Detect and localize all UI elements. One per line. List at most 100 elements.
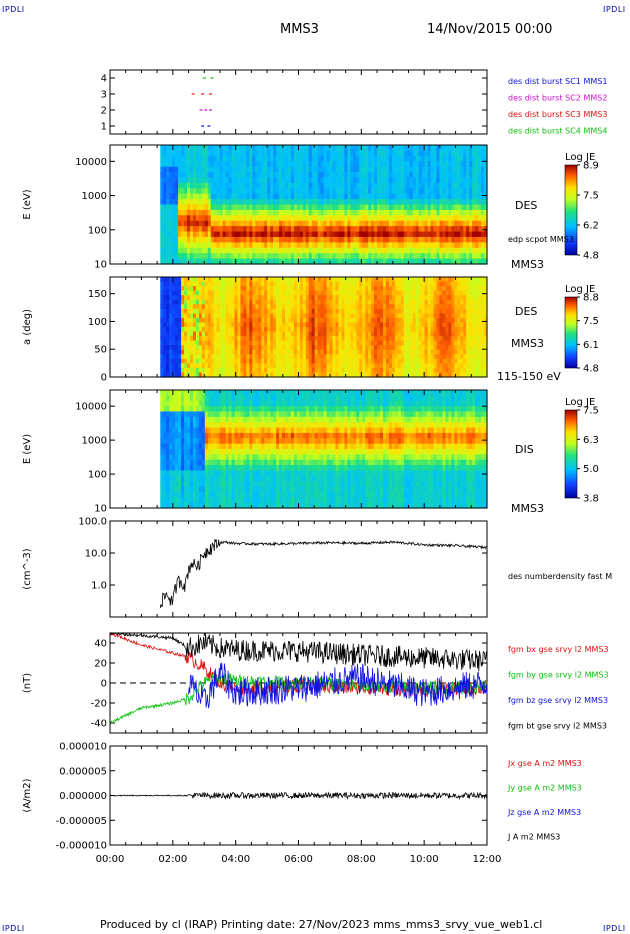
heatmap-cell [368, 281, 372, 287]
heatmap-cell [172, 277, 176, 283]
heatmap-cell [394, 295, 399, 301]
heatmap-cell [314, 281, 319, 287]
heatmap-cell [335, 161, 340, 168]
heatmap-cell [261, 231, 265, 238]
heatmap-cell [391, 290, 396, 296]
heatmap-cell [166, 155, 170, 162]
heatmap-cell [409, 304, 414, 310]
heatmap-cell [457, 345, 461, 351]
heatmap-cell [249, 336, 253, 342]
heatmap-cell [290, 331, 295, 337]
heatmap-cell [472, 322, 476, 328]
heatmap-cell [261, 363, 265, 369]
heatmap-cell [353, 313, 357, 319]
heatmap-cell [484, 322, 488, 328]
heatmap-cell [433, 204, 438, 211]
heatmap-cell [175, 172, 179, 179]
heatmap-cell [320, 286, 325, 292]
heatmap-cell [380, 166, 384, 173]
heatmap-cell [290, 304, 295, 310]
heatmap-cell [391, 209, 396, 216]
heatmap-cell [296, 340, 301, 346]
heatmap-cell [448, 177, 452, 184]
heatmap-cell [463, 193, 467, 200]
heatmap-cell [415, 363, 420, 369]
heatmap-cell [270, 182, 274, 189]
heatmap-cell [353, 155, 357, 162]
heatmap-cell [380, 295, 384, 301]
heatmap-cell [258, 327, 262, 333]
heatmap-cell [353, 161, 357, 168]
heatmap-cell [290, 317, 295, 324]
heatmap-cell [287, 199, 292, 206]
heatmap-cell [445, 155, 449, 162]
heatmap-cell [433, 150, 438, 157]
heatmap-cell [252, 155, 256, 162]
heatmap-cell [231, 331, 236, 337]
heatmap-cell [282, 145, 286, 152]
heatmap-cell [341, 193, 346, 200]
heatmap-cell [347, 253, 351, 260]
heatmap-cell [287, 281, 292, 287]
heatmap-cell [427, 354, 432, 360]
heatmap-cell [296, 155, 301, 162]
heatmap-cell [350, 313, 354, 319]
heatmap-cell [184, 188, 188, 195]
heatmap-cell [160, 253, 164, 260]
heatmap-cell [442, 304, 447, 310]
heatmap-cell [276, 161, 280, 168]
heatmap-cell [421, 281, 426, 287]
heatmap-cell [264, 231, 268, 238]
heatmap-cell [163, 155, 167, 162]
heatmap-cell [448, 322, 452, 328]
heatmap-cell [386, 363, 390, 369]
heatmap-cell [478, 253, 482, 260]
heatmap-cell [285, 345, 289, 351]
heatmap-cell [195, 340, 200, 346]
heatmap-cell [246, 209, 250, 216]
heatmap-cell [350, 367, 354, 374]
heatmap-cell [293, 209, 298, 216]
heatmap-cell [186, 226, 191, 233]
heatmap-cell [427, 172, 432, 179]
heatmap-cell [439, 215, 444, 222]
heatmap-cell [424, 150, 429, 157]
heatmap-cell [192, 236, 197, 243]
heatmap-cell [252, 281, 256, 287]
heatmap-cell [472, 247, 476, 254]
heatmap-cell [365, 166, 369, 173]
heatmap-cell [166, 220, 170, 227]
heatmap-cell [484, 161, 488, 168]
heatmap-cell [264, 177, 268, 184]
heatmap-cell [267, 277, 271, 283]
heatmap-cell [472, 304, 476, 310]
heatmap-cell [314, 182, 319, 189]
heatmap-cell [285, 363, 289, 369]
heatmap-cell [172, 155, 176, 162]
heatmap-cell [424, 236, 429, 243]
heatmap-cell [302, 220, 307, 227]
heatmap-cell [424, 358, 429, 364]
heatmap-cell [356, 363, 360, 369]
heatmap-cell [442, 277, 447, 283]
heatmap-cell [243, 199, 248, 206]
heatmap-cell [320, 193, 325, 200]
heatmap-cell [371, 161, 375, 168]
heatmap-cell [231, 172, 236, 179]
heatmap-cell [189, 345, 194, 351]
heatmap-cell [305, 145, 310, 152]
heatmap-cell [276, 215, 280, 222]
heatmap-cell [454, 150, 458, 157]
heatmap-cell [478, 188, 482, 195]
heatmap-cell [184, 247, 188, 254]
heatmap-cell [261, 372, 265, 378]
heatmap-cell [484, 247, 488, 254]
heatmap-cell [314, 242, 319, 249]
heatmap-cell [391, 166, 396, 173]
heatmap-cell [460, 247, 464, 254]
heatmap-cell [383, 308, 387, 314]
heatmap-cell [466, 193, 470, 200]
heatmap-cell [457, 363, 461, 369]
heatmap-cell [406, 166, 411, 173]
heatmap-cell [231, 336, 236, 342]
